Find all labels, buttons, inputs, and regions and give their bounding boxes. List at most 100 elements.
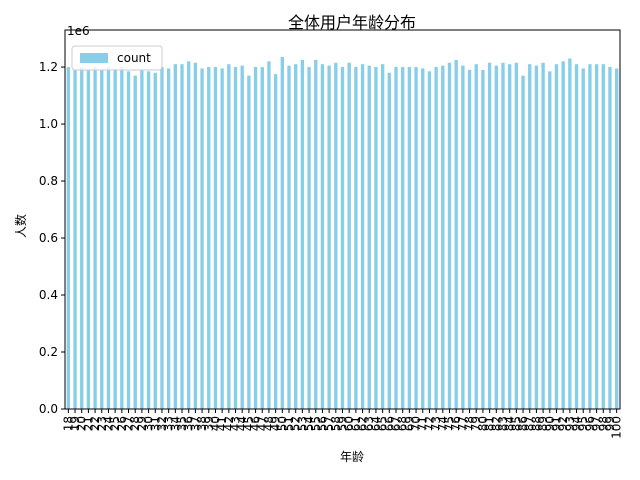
bar <box>528 64 532 409</box>
bar <box>113 68 117 410</box>
x-tick-label: 52 <box>289 416 303 431</box>
bar <box>608 67 612 410</box>
x-tick-label: 62 <box>356 416 370 431</box>
bar <box>280 57 284 409</box>
bar <box>320 64 325 409</box>
x-tick-label: 41 <box>215 416 229 431</box>
x-tick-label: 73 <box>429 416 443 431</box>
bar <box>574 64 579 409</box>
x-tick-label: 66 <box>382 416 396 431</box>
bar <box>401 67 405 410</box>
x-tick-label: 49 <box>269 416 283 431</box>
bar <box>146 71 151 409</box>
bar <box>187 61 191 410</box>
x-tick-label: 83 <box>496 416 510 431</box>
x-tick-label: 100 <box>610 416 624 439</box>
bar <box>240 65 244 409</box>
x-tick-label: 33 <box>162 416 176 431</box>
bar <box>581 68 585 410</box>
bar <box>233 67 238 410</box>
bar <box>207 67 211 410</box>
bar <box>314 59 318 409</box>
bar <box>614 68 619 410</box>
x-tick-label: 93 <box>563 416 577 431</box>
x-tick-label: 61 <box>349 416 363 431</box>
bar <box>548 71 552 409</box>
bar <box>414 67 418 410</box>
bar <box>467 69 472 409</box>
x-tick-label: 50 <box>275 416 289 431</box>
x-tick-label: 35 <box>175 416 189 431</box>
bar <box>120 67 124 410</box>
x-tick-label: 26 <box>115 416 129 431</box>
bar <box>441 65 445 409</box>
bar <box>307 67 311 410</box>
x-tick-label: 30 <box>142 416 156 431</box>
x-tick-label: 70 <box>409 416 423 431</box>
y-tick-label: 0.4 <box>39 288 58 302</box>
bar <box>501 62 505 409</box>
axes-frame <box>64 29 621 410</box>
bar <box>193 62 198 409</box>
bar <box>294 64 298 409</box>
bar <box>541 62 545 409</box>
bar <box>247 75 251 409</box>
x-tick-label: 39 <box>202 416 216 431</box>
bar <box>160 67 164 410</box>
bar <box>327 65 331 409</box>
bar <box>534 65 539 409</box>
bar <box>367 65 371 409</box>
bar <box>166 68 171 410</box>
chart-title: 全体用户年龄分布 <box>288 13 416 32</box>
x-tick-label: 48 <box>262 416 276 431</box>
x-tick-label: 36 <box>182 416 196 431</box>
x-tick-label: 32 <box>155 416 169 431</box>
x-tick-label: 28 <box>128 416 142 431</box>
x-tick-label: 95 <box>576 416 590 431</box>
bar <box>427 71 432 409</box>
bar <box>66 67 71 410</box>
x-tick-label: 54 <box>302 416 316 431</box>
bar <box>93 67 97 410</box>
x-tick-label: 38 <box>195 416 209 431</box>
bar <box>126 71 131 409</box>
bar <box>133 75 137 409</box>
x-tick-label: 90 <box>543 416 557 431</box>
x-tick-label: 98 <box>596 416 610 431</box>
bar <box>494 65 498 409</box>
x-tick-label: 92 <box>556 416 570 431</box>
bar <box>340 67 345 410</box>
legend-swatch <box>80 53 108 63</box>
x-tick-label: 51 <box>282 416 296 431</box>
x-tick-label: 87 <box>523 416 537 431</box>
x-tick-label: 85 <box>509 416 523 431</box>
y-offset-label: 1e6 <box>67 24 90 38</box>
bar <box>474 64 478 409</box>
bar <box>253 67 258 410</box>
x-tick-label: 56 <box>315 416 329 431</box>
bar <box>387 72 391 410</box>
bar <box>100 69 104 409</box>
legend-box <box>71 45 163 71</box>
y-tick-label: 1.2 <box>39 60 58 74</box>
x-tick-label: 79 <box>469 416 483 431</box>
bar <box>447 62 452 409</box>
bar <box>434 67 438 410</box>
x-tick-label: 53 <box>295 416 309 431</box>
bar <box>227 64 231 409</box>
y-tick-label: 0.6 <box>39 231 58 245</box>
x-tick-label: 64 <box>369 416 383 431</box>
bar <box>347 62 351 409</box>
x-tick-label: 74 <box>436 416 450 431</box>
x-tick-label: 45 <box>242 416 256 431</box>
x-tick-label: 84 <box>503 416 517 431</box>
x-tick-label: 89 <box>536 416 550 431</box>
x-tick-label: 77 <box>456 416 470 431</box>
bar <box>554 64 559 409</box>
x-tick-label: 80 <box>476 416 490 431</box>
bar <box>213 67 218 410</box>
bar <box>334 62 338 409</box>
x-tick-label: 99 <box>603 416 617 431</box>
x-tick-label: 43 <box>229 416 243 431</box>
